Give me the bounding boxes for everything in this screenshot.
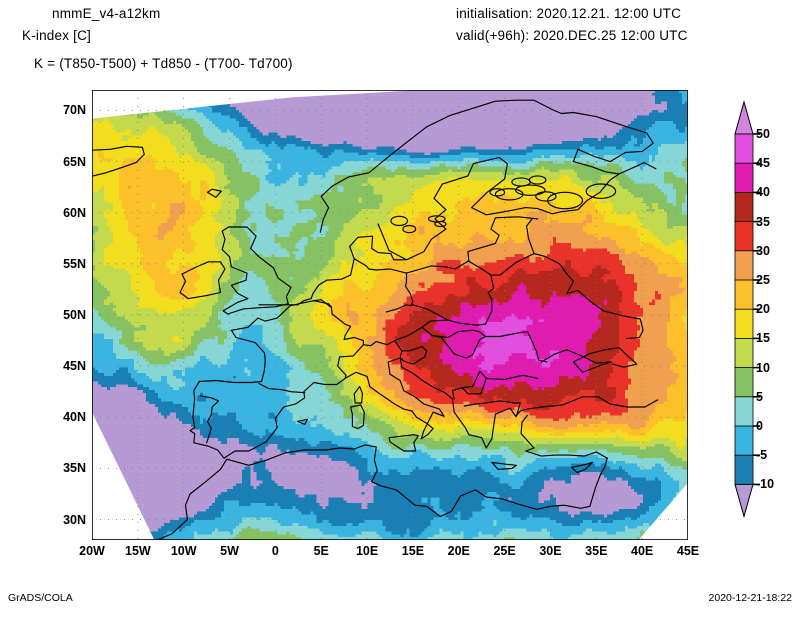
y-tick-label: 60N bbox=[63, 205, 86, 220]
footer-timestamp: 2020-12-21-18:22 bbox=[708, 592, 792, 604]
colorbar-band bbox=[734, 337, 754, 369]
map-field-svg bbox=[92, 90, 688, 540]
x-tick-label: 45E bbox=[676, 544, 700, 558]
x-tick-label: 15E bbox=[401, 544, 425, 558]
x-tick-label: 0 bbox=[271, 544, 279, 558]
x-tick-label: 10W bbox=[170, 544, 197, 558]
x-tick-label: 10E bbox=[355, 544, 379, 558]
y-tick-label: 30N bbox=[63, 512, 86, 527]
y-tick-label: 45N bbox=[63, 359, 86, 374]
colorbar-tick-label: 35 bbox=[756, 214, 770, 229]
y-tick-label: 40N bbox=[63, 410, 86, 425]
colorbar-tick-label: -5 bbox=[756, 448, 768, 463]
field-name: K-index [C] bbox=[22, 28, 91, 43]
y-tick-label: 50N bbox=[63, 308, 86, 322]
x-tick-label: 20E bbox=[447, 544, 470, 558]
x-tick-label: 40E bbox=[631, 544, 654, 558]
colorbar-tick-label: 20 bbox=[756, 302, 770, 317]
coastline-layer bbox=[92, 99, 659, 540]
initialisation-time: initialisation: 2020.12.21. 12:00 UTC bbox=[456, 6, 682, 21]
x-tick-label: 35E bbox=[585, 544, 608, 558]
colorbar-tick-label: 0 bbox=[756, 419, 763, 433]
y-tick-label: 70N bbox=[63, 103, 86, 118]
x-tick-label: 20W bbox=[79, 544, 105, 558]
formula-text: K = (T850-T500) + Td850 - (T700- Td700) bbox=[34, 56, 293, 71]
colorbar-band bbox=[734, 133, 754, 165]
domain-mask bbox=[92, 90, 271, 119]
colorbar-band bbox=[734, 162, 754, 194]
x-tick-label: 25E bbox=[493, 544, 516, 558]
y-tick-label: 65N bbox=[63, 154, 86, 169]
colorbar-band bbox=[734, 192, 754, 223]
domain-mask bbox=[656, 482, 688, 540]
map-plot-area bbox=[92, 90, 688, 540]
colorbar-over-arrow bbox=[734, 100, 754, 135]
colorbar-band bbox=[734, 425, 754, 457]
colorbar-under-arrow bbox=[734, 483, 754, 519]
colorbar-svg bbox=[734, 100, 760, 519]
colorbar-tick-label: 45 bbox=[756, 156, 770, 171]
footer-credit: GrADS/COLA bbox=[8, 592, 73, 604]
colorbar-tick-label: -10 bbox=[756, 477, 775, 492]
y-tick-label: 55N bbox=[63, 256, 86, 271]
domain-mask bbox=[92, 412, 155, 540]
colorbar-tick-label: 5 bbox=[756, 389, 763, 404]
colorbar-band bbox=[734, 367, 754, 398]
colorbar-band bbox=[734, 454, 754, 486]
colorbar-tick-label: 15 bbox=[756, 331, 770, 346]
lat-lon-grid bbox=[92, 90, 688, 540]
colorbar-tick-label: 30 bbox=[756, 243, 770, 258]
contour-field bbox=[92, 90, 688, 540]
colorbar-band bbox=[734, 250, 754, 281]
x-tick-label: 30E bbox=[539, 544, 562, 558]
colorbar[interactable]: -10 -5 0 5 10 15 20 25 30 35 40 45 50 bbox=[718, 96, 792, 526]
x-tick-label: 5E bbox=[313, 544, 329, 558]
colorbar-tick-label: 40 bbox=[756, 185, 770, 200]
valid-time: valid(+96h): 2020.DEC.25 12:00 UTC bbox=[456, 28, 688, 43]
colorbar-band bbox=[734, 221, 754, 252]
model-name: nmmE_v4-a12km bbox=[52, 6, 161, 21]
x-tick-label: 5W bbox=[220, 544, 239, 558]
x-tick-label: 15W bbox=[124, 544, 151, 558]
colorbar-band bbox=[734, 279, 754, 311]
colorbar-tick-label: 25 bbox=[756, 273, 770, 287]
colorbar-tick-label: 10 bbox=[756, 360, 770, 375]
colorbar-band bbox=[734, 308, 754, 340]
y-tick-label: 35N bbox=[63, 461, 86, 476]
colorbar-band bbox=[734, 396, 754, 427]
colorbar-tick-label: 50 bbox=[756, 127, 770, 141]
